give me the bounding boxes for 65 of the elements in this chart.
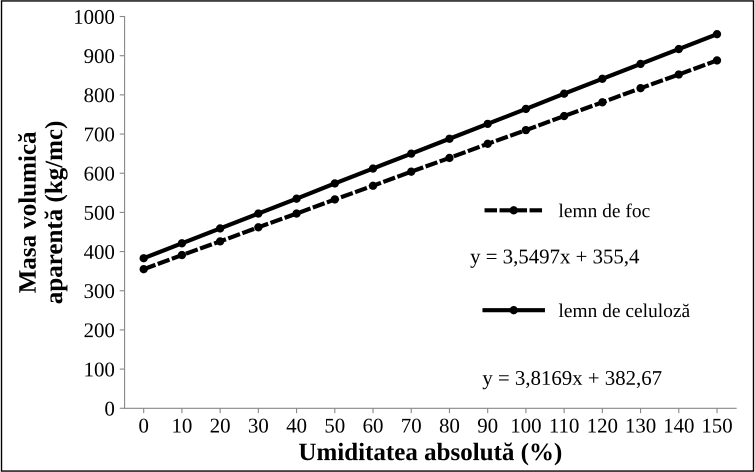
- point: [598, 74, 607, 83]
- y-tick-label: 300: [84, 284, 114, 298]
- y-axis-title: Masa volumică aparentă (kg/mc): [18, 122, 68, 304]
- point: [560, 112, 568, 120]
- x-tick-label: 150: [703, 418, 732, 433]
- point: [368, 164, 378, 173]
- y-tick-label: 900: [84, 49, 114, 64]
- y-tick-label: 600: [84, 166, 114, 181]
- annotation: y = 3,5497x + 355,4: [470, 250, 640, 268]
- x-tick-label: 0: [139, 418, 148, 433]
- point: [330, 195, 339, 204]
- x-tick-label: 60: [363, 418, 383, 433]
- point: [216, 224, 224, 233]
- point: [636, 84, 645, 92]
- legend-label: lemn de foc: [558, 203, 650, 218]
- point: [407, 149, 416, 158]
- y-tick-label: 500: [84, 206, 114, 220]
- point: [216, 237, 224, 246]
- x-tick-label: 140: [665, 418, 694, 433]
- x-tick-label: 110: [550, 418, 579, 433]
- y-tick-label: 200: [84, 323, 114, 338]
- x-tick-label: 80: [440, 418, 460, 433]
- point: [178, 250, 186, 260]
- point: [484, 140, 492, 148]
- point: [560, 90, 568, 98]
- x-tick-label: 70: [402, 418, 421, 433]
- point: [140, 265, 148, 274]
- annotation: y = 3,8169x + 382,67: [482, 370, 662, 390]
- point: [368, 182, 378, 190]
- point: [254, 209, 263, 218]
- x-tick-label: 40: [286, 418, 306, 433]
- x-axis-title: Umiditatea absolută (%): [299, 442, 562, 466]
- point: [674, 44, 683, 54]
- point: [522, 104, 530, 114]
- point: [178, 239, 186, 248]
- y-tick-label: 700: [84, 127, 114, 142]
- x-tick-label: 130: [626, 418, 656, 433]
- y-tick-label: 1000: [75, 10, 114, 24]
- x-tick-label: 100: [512, 418, 541, 433]
- y-tick-label: 0: [105, 402, 114, 416]
- legend-label: lemn de celuloză: [558, 304, 690, 318]
- point: [712, 56, 722, 65]
- point: [292, 209, 301, 218]
- x-tick-label: 90: [478, 418, 498, 433]
- point: [254, 223, 263, 232]
- y-tick-label: 100: [85, 362, 114, 377]
- x-tick-label: 30: [248, 418, 268, 433]
- point: [484, 120, 492, 128]
- y-tick-label: 400: [84, 244, 114, 260]
- point: [598, 98, 607, 106]
- point: [445, 134, 454, 143]
- point: [445, 154, 454, 162]
- point: [292, 194, 301, 203]
- x-tick-label: 50: [326, 418, 344, 433]
- x-tick-label: 10: [173, 418, 192, 433]
- point: [636, 60, 645, 68]
- x-tick-label: 120: [588, 418, 618, 433]
- point: [140, 254, 148, 262]
- point: [407, 167, 416, 176]
- point: [712, 30, 722, 38]
- x-tick-label: 20: [210, 418, 230, 433]
- y-tick-label: 800: [84, 88, 114, 102]
- point: [674, 70, 683, 79]
- point: [522, 126, 530, 134]
- point: [330, 179, 339, 188]
